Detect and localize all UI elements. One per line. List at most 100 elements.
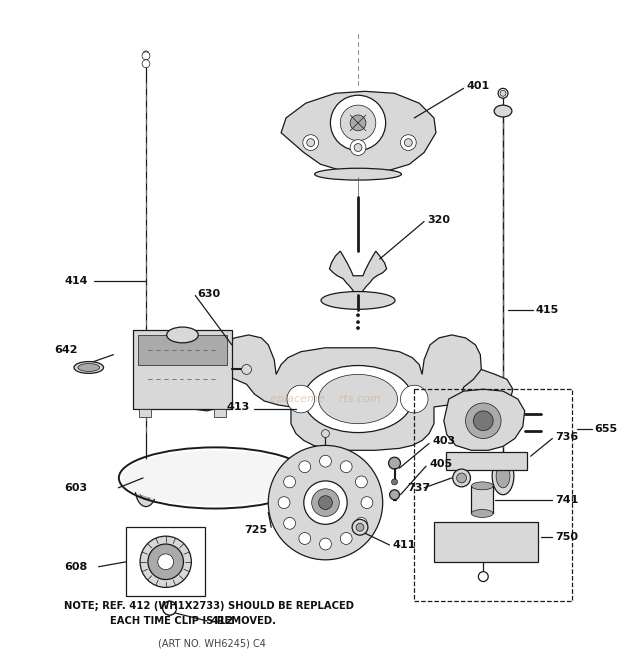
Text: 741: 741 (556, 494, 578, 504)
Circle shape (142, 52, 150, 59)
Circle shape (322, 430, 329, 438)
Text: 405: 405 (429, 459, 452, 469)
Circle shape (340, 461, 352, 473)
Circle shape (355, 476, 367, 488)
Text: 725: 725 (245, 525, 268, 535)
Circle shape (352, 520, 368, 535)
Ellipse shape (496, 464, 510, 488)
Circle shape (158, 554, 174, 570)
Bar (126, 527, 205, 596)
Circle shape (162, 602, 177, 615)
Ellipse shape (304, 366, 412, 432)
Ellipse shape (74, 362, 104, 373)
Circle shape (356, 524, 364, 531)
Bar (133, 330, 232, 409)
Text: 412: 412 (210, 616, 234, 626)
Text: 414: 414 (64, 276, 87, 286)
Text: 401: 401 (466, 81, 490, 91)
Ellipse shape (135, 469, 157, 506)
Circle shape (404, 139, 412, 147)
Circle shape (389, 490, 399, 500)
Circle shape (299, 461, 311, 473)
Circle shape (453, 469, 471, 487)
Circle shape (350, 115, 366, 131)
Circle shape (389, 457, 401, 469)
Circle shape (500, 91, 506, 97)
Circle shape (354, 143, 362, 151)
Bar (214, 409, 226, 417)
Circle shape (356, 473, 360, 475)
Bar (434, 522, 538, 562)
Ellipse shape (494, 105, 512, 117)
Text: 655: 655 (595, 424, 618, 434)
Circle shape (340, 105, 376, 141)
Circle shape (304, 481, 347, 524)
Ellipse shape (122, 450, 308, 506)
Bar (446, 452, 527, 470)
Circle shape (242, 364, 252, 374)
Text: 411: 411 (392, 540, 416, 550)
Polygon shape (461, 369, 513, 411)
Circle shape (361, 496, 373, 508)
Ellipse shape (314, 169, 401, 180)
Bar (471, 486, 493, 514)
Ellipse shape (471, 510, 493, 518)
Circle shape (143, 51, 149, 57)
Text: 737: 737 (407, 483, 430, 493)
Circle shape (466, 403, 501, 438)
Circle shape (284, 476, 296, 488)
Text: 413: 413 (227, 402, 250, 412)
Circle shape (401, 385, 428, 413)
Circle shape (148, 544, 184, 580)
Polygon shape (180, 369, 232, 411)
Circle shape (356, 327, 360, 330)
Circle shape (303, 135, 319, 151)
Polygon shape (212, 335, 481, 450)
Polygon shape (444, 389, 525, 450)
Ellipse shape (319, 374, 397, 424)
Text: eplaceme    rts.com: eplaceme rts.com (270, 394, 381, 404)
Text: 736: 736 (556, 432, 578, 442)
Text: 320: 320 (427, 215, 450, 225)
Text: (ART NO. WH6245) C4: (ART NO. WH6245) C4 (158, 639, 266, 648)
Circle shape (356, 314, 360, 317)
Text: 630: 630 (197, 288, 220, 299)
Circle shape (392, 479, 397, 485)
Circle shape (319, 455, 332, 467)
Text: NOTE; REF. 412 (WH1X2733) SHOULD BE REPLACED: NOTE; REF. 412 (WH1X2733) SHOULD BE REPL… (64, 601, 354, 611)
Circle shape (479, 572, 488, 582)
Circle shape (350, 139, 366, 155)
Circle shape (268, 446, 383, 560)
Bar (138, 335, 227, 364)
Circle shape (140, 536, 192, 588)
Circle shape (287, 385, 314, 413)
Polygon shape (281, 91, 436, 173)
Circle shape (457, 473, 466, 483)
Circle shape (355, 518, 367, 529)
Circle shape (312, 488, 339, 516)
Circle shape (356, 465, 360, 467)
Ellipse shape (321, 292, 395, 309)
Circle shape (474, 411, 493, 430)
Text: EACH TIME CLIP IS REMOVED.: EACH TIME CLIP IS REMOVED. (110, 616, 277, 626)
Circle shape (401, 135, 416, 151)
Ellipse shape (139, 476, 153, 500)
Bar (414, 389, 572, 602)
Circle shape (319, 496, 332, 510)
Ellipse shape (492, 457, 514, 494)
Circle shape (498, 89, 508, 98)
Bar (414, 389, 572, 602)
Text: 750: 750 (556, 532, 578, 542)
Circle shape (307, 139, 314, 147)
Circle shape (319, 538, 332, 550)
Circle shape (356, 321, 360, 324)
Circle shape (356, 457, 360, 459)
Text: 608: 608 (64, 562, 87, 572)
Bar (139, 409, 151, 417)
Text: 403: 403 (432, 436, 455, 446)
Ellipse shape (167, 327, 198, 343)
Polygon shape (329, 251, 387, 295)
Circle shape (142, 59, 150, 67)
Circle shape (299, 533, 311, 545)
Circle shape (340, 533, 352, 545)
